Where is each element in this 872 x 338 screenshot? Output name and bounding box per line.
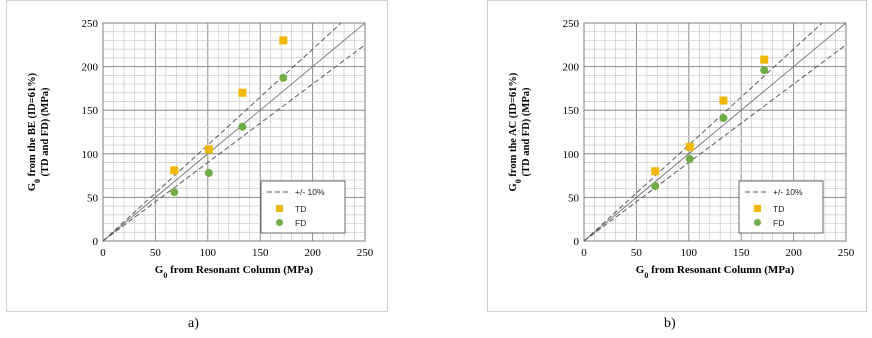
data-point-fd	[279, 73, 288, 82]
lower-band-line	[102, 44, 366, 242]
identity-line	[102, 22, 366, 242]
y-tick-label: 250	[563, 18, 580, 30]
data-point-td	[279, 36, 288, 45]
y-axis-label-main: G	[508, 183, 519, 191]
legend-swatch-fd	[754, 219, 761, 226]
y-axis-label-line2: (TD and FD) (MPa)	[40, 87, 51, 176]
data-point-fd	[204, 168, 213, 177]
legend-label-fd: FD	[295, 218, 306, 228]
x-tick-label: 100	[200, 247, 217, 259]
legend-label-td: TD	[773, 204, 784, 214]
data-point-td	[719, 96, 728, 105]
legend-swatch-td	[754, 205, 761, 212]
data-point-fd	[238, 122, 247, 131]
legend: +/- 10% TD FD	[738, 180, 824, 234]
chart-panel-a: 0 50 100 150 200 250 0 50 100 150 200 250 G0 from Re…	[6, 0, 388, 312]
data-point-fd	[760, 66, 769, 75]
x-tick-label: 100	[681, 247, 698, 259]
legend-band-label: +/- 10%	[295, 187, 325, 197]
data-point-fd	[651, 182, 660, 191]
data-point-td	[760, 55, 769, 64]
y-tick-label: 200	[82, 62, 99, 74]
y-tick-label: 150	[82, 105, 99, 117]
data-point-td	[204, 145, 213, 154]
series-td	[170, 36, 288, 175]
upper-band-line	[583, 22, 823, 242]
x-axis-label-rest: from Resonant Column (MPa)	[648, 264, 794, 276]
chart-panel-b: 0 50 100 150 200 250 0 50 100 150 200 250 G0 from Re…	[487, 0, 867, 312]
y-axis-label-line1: G0 from the BE (ID=61%)	[27, 72, 42, 191]
plot-area-border	[583, 22, 847, 242]
x-axis-label: G0 from Resonant Column (MPa)	[155, 264, 314, 280]
legend-box	[738, 180, 824, 234]
y-tick-label: 100	[563, 149, 580, 161]
x-axis-label-sub: 0	[644, 271, 648, 280]
data-point-td	[685, 142, 694, 151]
data-point-td	[651, 167, 660, 176]
legend-swatch-td	[276, 205, 283, 212]
caption-a: a)	[188, 316, 199, 331]
y-axis-label-line1: G0 from the AC (ID=61%)	[508, 72, 523, 191]
identity-line	[583, 22, 847, 242]
x-tick-label: 200	[785, 247, 802, 259]
y-tick-label: 0	[93, 236, 99, 248]
y-tick-label: 50	[87, 192, 99, 204]
y-tick-label: 50	[568, 192, 580, 204]
y-tick-label: 150	[563, 105, 580, 117]
legend-label-td: TD	[295, 204, 306, 214]
y-axis-label-main: G	[27, 183, 38, 191]
y-tick-label: 250	[82, 18, 99, 30]
x-tick-label: 250	[838, 247, 855, 259]
x-tick-label: 250	[357, 247, 374, 259]
upper-band-line	[102, 22, 342, 242]
series-fd	[651, 66, 769, 191]
x-tick-label: 0	[581, 247, 587, 259]
series-fd	[170, 73, 288, 197]
x-tick-label: 150	[733, 247, 750, 259]
legend: +/- 10% TD FD	[260, 180, 346, 234]
lower-band-line	[583, 44, 847, 242]
x-axis-label-rest: from Resonant Column (MPa)	[167, 264, 313, 276]
x-axis-label-main: G	[636, 264, 645, 276]
y-axis-label-line2: (TD and FD) (MPa)	[521, 87, 532, 176]
x-tick-label: 50	[631, 247, 643, 259]
series-td	[651, 55, 769, 176]
data-point-td	[170, 166, 179, 175]
data-point-fd	[170, 188, 179, 197]
y-axis-label-sub: 0	[514, 179, 523, 183]
x-tick-label: 150	[252, 247, 269, 259]
y-tick-label: 0	[574, 236, 580, 248]
y-axis-label-sub: 0	[33, 179, 42, 183]
data-point-td	[238, 88, 247, 97]
x-axis-label: G0 from Resonant Column (MPa)	[636, 264, 795, 280]
x-tick-label: 200	[304, 247, 321, 259]
data-point-fd	[719, 114, 728, 123]
y-tick-label: 200	[563, 62, 580, 74]
plot-area-border	[102, 22, 366, 242]
y-axis-label-rest: from the AC (ID=61%)	[508, 72, 519, 179]
data-point-fd	[685, 155, 694, 164]
legend-band-label: +/- 10%	[773, 187, 803, 197]
x-axis-label-sub: 0	[163, 271, 167, 280]
y-axis-label-rest: from the BE (ID=61%)	[27, 72, 38, 179]
legend-swatch-fd	[276, 219, 283, 226]
legend-box	[260, 180, 346, 234]
caption-b: b)	[664, 316, 676, 331]
y-tick-label: 100	[82, 149, 99, 161]
x-tick-label: 0	[100, 247, 106, 259]
legend-label-fd: FD	[773, 218, 784, 228]
x-tick-label: 50	[150, 247, 162, 259]
x-axis-label-main: G	[155, 264, 164, 276]
